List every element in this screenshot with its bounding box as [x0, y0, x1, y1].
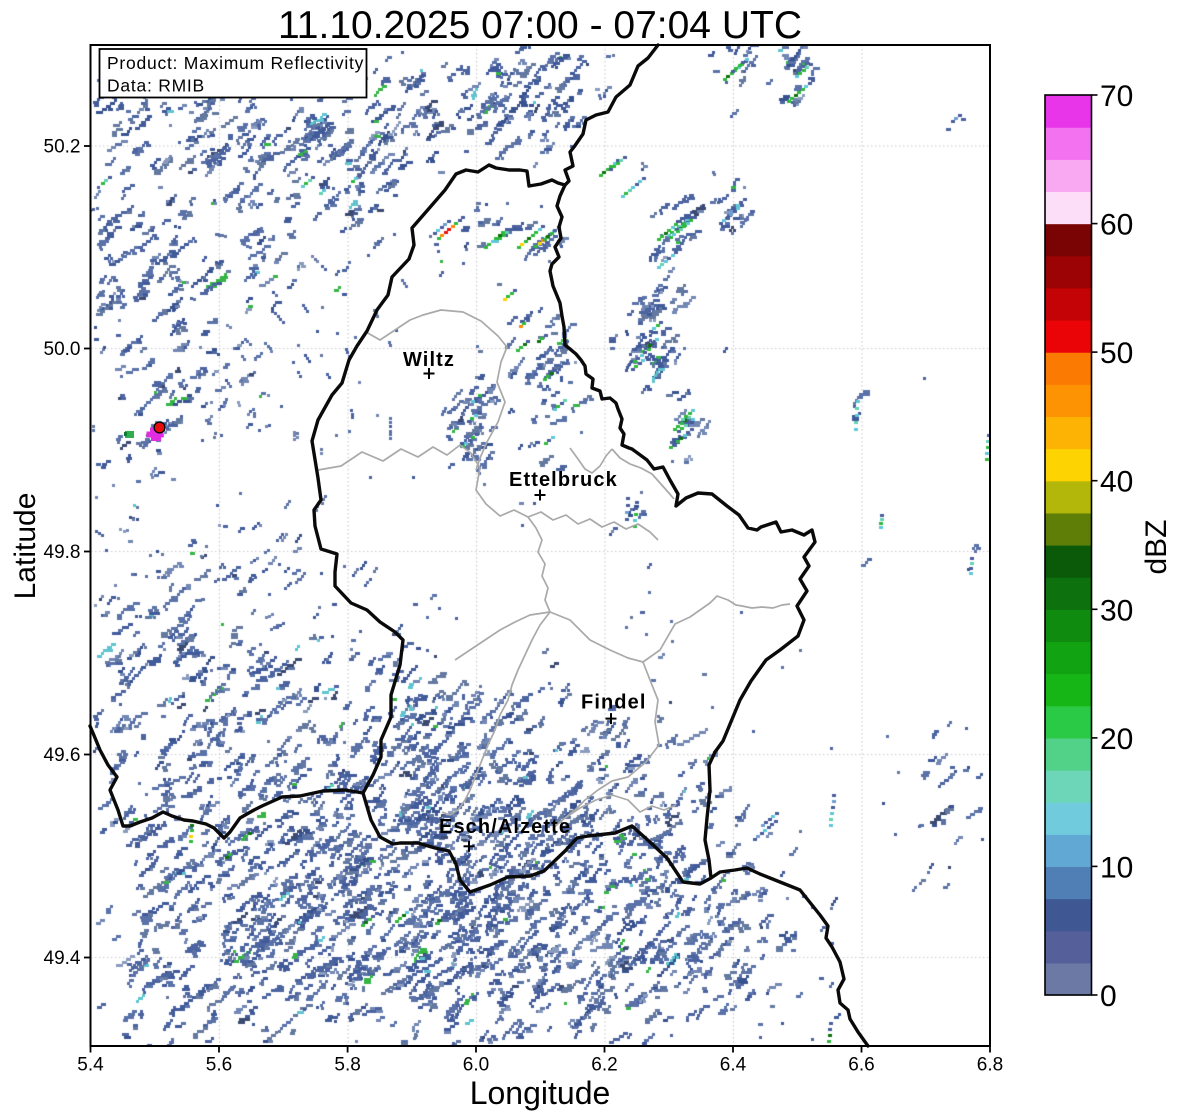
svg-text:Esch/Alzette: Esch/Alzette [439, 816, 571, 838]
svg-text:11.10.2025 07:00 - 07:04 UTC: 11.10.2025 07:00 - 07:04 UTC [278, 4, 802, 47]
svg-text:5.4: 5.4 [77, 1055, 104, 1076]
svg-text:40: 40 [1100, 466, 1133, 499]
svg-text:Product: Maximum Reflectivity: Product: Maximum Reflectivity [107, 53, 364, 73]
svg-text:70: 70 [1100, 80, 1133, 113]
svg-text:Wiltz: Wiltz [403, 349, 455, 371]
svg-text:50.2: 50.2 [44, 137, 81, 158]
svg-text:60: 60 [1100, 209, 1133, 242]
svg-text:6.4: 6.4 [720, 1055, 747, 1076]
svg-text:6.0: 6.0 [463, 1055, 489, 1076]
svg-text:20: 20 [1100, 723, 1133, 756]
svg-text:Latitude: Latitude [9, 493, 42, 600]
svg-text:0: 0 [1100, 980, 1117, 1013]
svg-text:dBZ: dBZ [1140, 519, 1173, 574]
svg-text:Ettelbruck: Ettelbruck [509, 469, 618, 491]
svg-text:Findel: Findel [581, 692, 647, 714]
svg-text:Longitude: Longitude [470, 1075, 611, 1111]
svg-text:6.8: 6.8 [977, 1055, 1003, 1076]
svg-text:5.6: 5.6 [206, 1055, 232, 1076]
svg-text:49.6: 49.6 [44, 745, 81, 766]
svg-text:49.4: 49.4 [44, 948, 81, 969]
svg-text:10: 10 [1100, 851, 1133, 884]
svg-text:50: 50 [1100, 337, 1133, 370]
svg-text:5.8: 5.8 [334, 1055, 360, 1076]
svg-text:30: 30 [1100, 594, 1133, 627]
svg-text:50.0: 50.0 [44, 339, 81, 360]
svg-text:49.8: 49.8 [44, 542, 81, 563]
svg-text:6.6: 6.6 [848, 1055, 874, 1076]
svg-text:Data: RMIB: Data: RMIB [107, 76, 205, 96]
svg-text:6.2: 6.2 [591, 1055, 617, 1076]
